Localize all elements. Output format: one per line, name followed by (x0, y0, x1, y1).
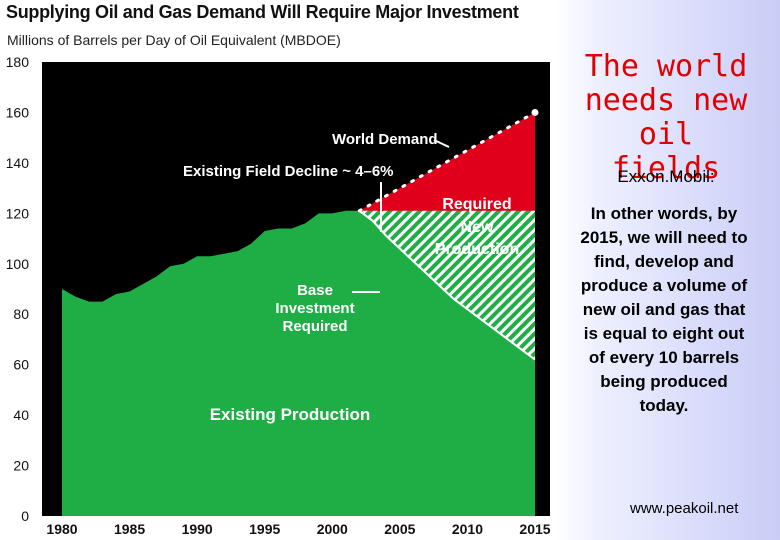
x-tick-label: 2015 (519, 521, 550, 537)
annotation-existing-production: Existing Production (210, 405, 371, 424)
area-existing-production (62, 210, 535, 517)
y-tick-label: 140 (6, 155, 30, 171)
chart-subtitle: Millions of Barrels per Day of Oil Equiv… (7, 32, 341, 48)
x-tick-label: 2010 (452, 521, 483, 537)
y-tick-label: 180 (6, 54, 30, 70)
annotation-required-new-1: Required (442, 196, 511, 213)
x-tick-label: 2005 (384, 521, 415, 537)
y-tick-label: 80 (13, 306, 29, 322)
annotation-required-new-2: New (461, 219, 494, 236)
y-tick-label: 40 (13, 407, 29, 423)
commentary-panel: The world needs new oil fields Exxon.Mob… (556, 0, 780, 540)
line-world-demand (357, 110, 537, 213)
annotation-required-new-3: Production (435, 241, 519, 258)
y-tick-label: 20 (13, 458, 29, 474)
y-tick-label: 0 (21, 508, 29, 524)
source-link[interactable]: www.peakoil.net (630, 500, 739, 517)
y-tick-label: 60 (13, 357, 29, 373)
world-demand-endpoint (531, 108, 539, 116)
side-heading-line-2: needs new oil (584, 83, 748, 152)
y-tick-label: 160 (6, 104, 30, 120)
world-demand-pointer (433, 139, 450, 148)
side-heading: The world needs new oil fields (556, 50, 776, 186)
annotation-field-decline: Existing Field Decline ~ 4–6% (183, 163, 394, 180)
chart-panel: 0 20 40 60 80 100 120 140 160 180 1980 1985 1990 199… (5, 2, 551, 537)
y-tick-label: 120 (6, 205, 30, 221)
x-tick-label: 1980 (46, 521, 77, 537)
area-base-investment-required (359, 210, 535, 360)
x-tick-label: 1995 (249, 521, 280, 537)
annotation-base-3: Required (282, 318, 347, 335)
line-existing-field-decline (358, 210, 536, 361)
annotation-base-2: Investment (275, 300, 354, 317)
side-heading-line-1: The world (584, 49, 748, 84)
side-heading-line-3: fields (611, 151, 721, 186)
chart-title: Supplying Oil and Gas Demand Will Requir… (6, 2, 519, 22)
annotation-world-demand: World Demand (332, 131, 438, 148)
y-tick-label: 100 (6, 256, 30, 272)
x-tick-label: 1990 (182, 521, 213, 537)
commentary-text: In other words, by 2015, we will need to… (580, 204, 748, 415)
oil-demand-chart: 0 20 40 60 80 100 120 140 160 180 1980 1985 1990 199… (6, 54, 551, 537)
brand-label: Exxon.Mobil: (617, 167, 715, 186)
x-tick-label: 1985 (114, 521, 145, 537)
annotation-base-1: Base (297, 282, 333, 299)
x-tick-label: 2000 (317, 521, 348, 537)
